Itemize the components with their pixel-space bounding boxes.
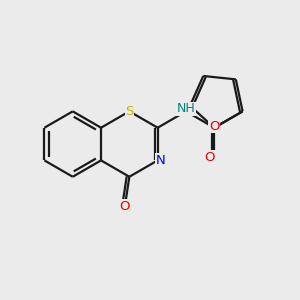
Text: NH: NH [177, 103, 195, 116]
Text: O: O [120, 200, 130, 213]
Text: O: O [209, 120, 220, 133]
Text: S: S [125, 105, 134, 118]
Text: N: N [156, 154, 166, 167]
Text: O: O [205, 151, 215, 164]
